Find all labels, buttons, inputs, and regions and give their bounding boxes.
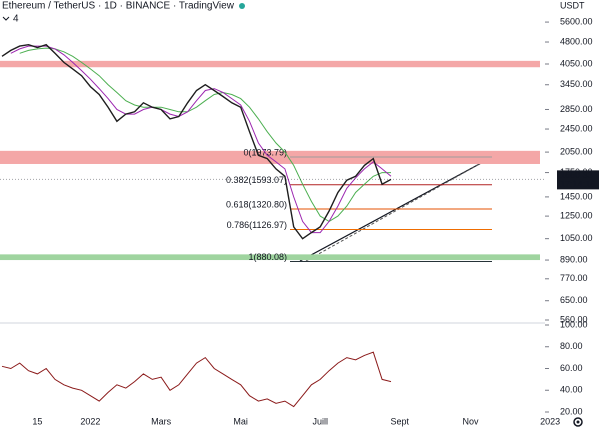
- moving-average: [10, 45, 392, 234]
- x-tick-label: 2022: [80, 416, 100, 426]
- last-price: 1660.33: [560, 170, 593, 180]
- y-tick-label: 4050.00: [560, 58, 593, 68]
- x-tick-label: Juill: [312, 416, 328, 426]
- settings-icon[interactable]: [573, 417, 583, 427]
- y-tick-label: 560.00: [560, 314, 588, 324]
- x-tick-label: 15: [32, 416, 42, 426]
- rsi-tick-label: 100.00: [560, 319, 588, 329]
- y-tick-label: 1250.00: [560, 210, 593, 220]
- price-line: [1, 43, 392, 240]
- x-tick-label: Sept: [391, 416, 410, 426]
- rsi-tick-label: 80.00: [560, 341, 583, 351]
- last-price-tag: [557, 170, 599, 190]
- zone: [0, 60, 540, 68]
- zone: [0, 254, 540, 261]
- live-dot: [239, 3, 245, 9]
- moving-average: [19, 47, 391, 222]
- fib-label: 1(880.08): [248, 252, 287, 262]
- x-tick-label: Mars: [151, 416, 171, 426]
- y-tick-label: 2450.00: [560, 123, 593, 133]
- x-tick-label: 2023: [540, 416, 560, 426]
- x-tick-label: Mai: [233, 416, 248, 426]
- rsi-line: [1, 351, 392, 408]
- x-tick-label: Nov: [463, 416, 480, 426]
- y-tick-label: 770.00: [560, 273, 588, 283]
- chart-title: Ethereum / TetherUS · 1D · BINANCE · Tra…: [2, 1, 235, 12]
- fib-label: 0.786(1126.97): [227, 220, 287, 230]
- y-tick-label: 890.00: [560, 254, 588, 264]
- y-tick-label: 5600.00: [560, 16, 593, 26]
- y-tick-label: 3450.00: [560, 79, 593, 89]
- fib-label: 0.618(1320.80): [226, 199, 287, 209]
- y-tick-label: 1050.00: [560, 233, 593, 243]
- fib-label: 0.382(1593.07): [226, 175, 287, 185]
- rsi-tick-label: 20.00: [560, 406, 583, 416]
- y-tick-label: 1450.00: [560, 191, 593, 201]
- rsi-tick-label: 40.00: [560, 385, 583, 395]
- countdown: 17:14:16: [560, 179, 595, 189]
- trend-line: [299, 154, 497, 262]
- y-tick-label: 4800.00: [560, 36, 593, 46]
- price-unit: USDT: [560, 0, 585, 10]
- y-tick-label: 650.00: [560, 295, 588, 305]
- indicator-count[interactable]: 4: [13, 14, 19, 25]
- rsi-tick-label: 60.00: [560, 363, 583, 373]
- y-tick-label: 2050.00: [560, 146, 593, 156]
- collapse-chevron[interactable]: [2, 16, 10, 21]
- y-tick-label: 2850.00: [560, 104, 593, 114]
